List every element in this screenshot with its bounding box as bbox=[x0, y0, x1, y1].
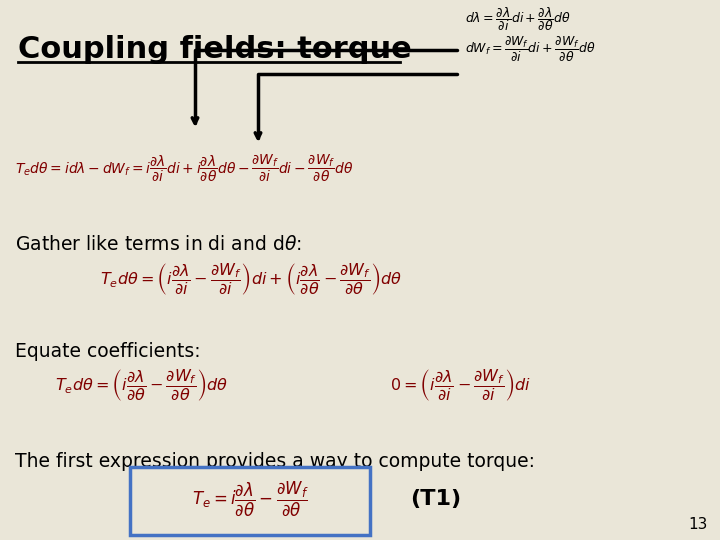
Text: $T_e d\theta = \left(i\dfrac{\partial \lambda}{\partial i} - \dfrac{\partial W_f: $T_e d\theta = \left(i\dfrac{\partial \l… bbox=[100, 262, 402, 298]
Text: Coupling fields: torque: Coupling fields: torque bbox=[18, 35, 412, 64]
Text: The first expression provides a way to compute torque:: The first expression provides a way to c… bbox=[15, 452, 535, 471]
Text: 13: 13 bbox=[688, 517, 708, 532]
Bar bbox=[130, 467, 370, 535]
Text: (T1): (T1) bbox=[410, 489, 461, 509]
Text: $d\lambda = \dfrac{\partial \lambda}{\partial i}di + \dfrac{\partial \lambda}{\p: $d\lambda = \dfrac{\partial \lambda}{\pa… bbox=[465, 5, 571, 33]
Text: Equate coefficients:: Equate coefficients: bbox=[15, 342, 201, 361]
Text: Gather like terms in di and d$\theta$:: Gather like terms in di and d$\theta$: bbox=[15, 235, 302, 254]
Text: $T_e d\theta = \left(i\dfrac{\partial \lambda}{\partial \theta} - \dfrac{\partia: $T_e d\theta = \left(i\dfrac{\partial \l… bbox=[55, 368, 228, 404]
Text: $T_e = i\dfrac{\partial \lambda}{\partial \theta} - \dfrac{\partial W_f}{\partia: $T_e = i\dfrac{\partial \lambda}{\partia… bbox=[192, 480, 308, 518]
Text: $dW_f = \dfrac{\partial W_f}{\partial i}di + \dfrac{\partial W_f}{\partial \thet: $dW_f = \dfrac{\partial W_f}{\partial i}… bbox=[465, 35, 595, 64]
Text: $0 = \left(i\dfrac{\partial \lambda}{\partial i} - \dfrac{\partial W_f}{\partial: $0 = \left(i\dfrac{\partial \lambda}{\pa… bbox=[390, 368, 531, 404]
Text: $T_e d\theta = id\lambda - dW_f = i\dfrac{\partial \lambda}{\partial i}di + i\df: $T_e d\theta = id\lambda - dW_f = i\dfra… bbox=[15, 152, 354, 184]
